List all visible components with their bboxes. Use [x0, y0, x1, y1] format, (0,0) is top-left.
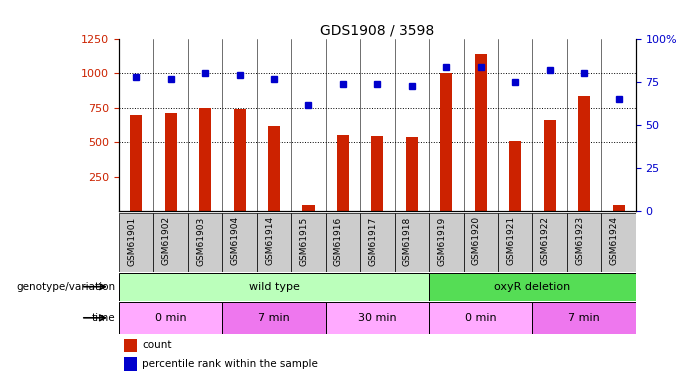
Bar	[406, 137, 418, 212]
Text: GSM61901: GSM61901	[127, 216, 136, 266]
Bar	[394, 213, 429, 272]
Text: GSM61902: GSM61902	[162, 216, 171, 266]
Text: GSM61920: GSM61920	[472, 216, 481, 266]
Title: GDS1908 / 3598: GDS1908 / 3598	[320, 24, 435, 38]
Bar	[429, 213, 464, 272]
Bar	[509, 141, 522, 212]
Bar	[543, 120, 556, 211]
Text: oxyR deletion: oxyR deletion	[494, 282, 571, 292]
Bar	[326, 302, 429, 334]
Text: GSM61919: GSM61919	[437, 216, 446, 266]
Bar	[268, 126, 280, 212]
Bar	[119, 213, 154, 272]
Bar	[124, 339, 137, 352]
Text: GSM61903: GSM61903	[196, 216, 205, 266]
Bar	[222, 302, 326, 334]
Bar	[119, 273, 429, 301]
Text: genotype/variation: genotype/variation	[16, 282, 116, 292]
Text: count: count	[142, 340, 172, 350]
Bar	[613, 205, 625, 212]
Text: GSM61924: GSM61924	[609, 216, 619, 265]
Text: GSM61916: GSM61916	[334, 216, 343, 266]
Bar	[498, 213, 532, 272]
Bar	[429, 273, 636, 301]
Text: 7 min: 7 min	[258, 313, 290, 323]
Bar	[130, 115, 142, 212]
Bar	[601, 213, 636, 272]
Text: GSM61923: GSM61923	[575, 216, 584, 266]
Text: GSM61921: GSM61921	[506, 216, 515, 266]
Bar	[337, 135, 349, 212]
Bar	[165, 113, 177, 212]
Bar	[303, 205, 315, 212]
Bar	[567, 213, 601, 272]
Bar	[188, 213, 222, 272]
Text: percentile rank within the sample: percentile rank within the sample	[142, 359, 318, 369]
Bar	[371, 136, 384, 212]
Bar	[475, 54, 487, 211]
Text: GSM61914: GSM61914	[265, 216, 274, 266]
Bar	[440, 74, 452, 211]
Text: 7 min: 7 min	[568, 313, 600, 323]
Bar	[326, 213, 360, 272]
Bar	[464, 213, 498, 272]
Text: GSM61922: GSM61922	[541, 216, 549, 265]
Text: GSM61918: GSM61918	[403, 216, 412, 266]
Bar	[124, 357, 137, 370]
Bar	[199, 108, 211, 211]
Bar	[119, 302, 222, 334]
Bar	[233, 109, 245, 211]
Bar	[222, 213, 257, 272]
Text: wild type: wild type	[249, 282, 299, 292]
Bar	[257, 213, 291, 272]
Text: GSM61904: GSM61904	[231, 216, 239, 266]
Bar	[532, 213, 567, 272]
Bar	[429, 302, 532, 334]
Bar	[532, 302, 636, 334]
Bar	[578, 96, 590, 211]
Text: 0 min: 0 min	[465, 313, 496, 323]
Text: 30 min: 30 min	[358, 313, 396, 323]
Text: 0 min: 0 min	[155, 313, 186, 323]
Text: GSM61915: GSM61915	[299, 216, 309, 266]
Bar	[291, 213, 326, 272]
Text: time: time	[92, 313, 116, 323]
Bar	[360, 213, 394, 272]
Bar	[154, 213, 188, 272]
Text: GSM61917: GSM61917	[369, 216, 377, 266]
